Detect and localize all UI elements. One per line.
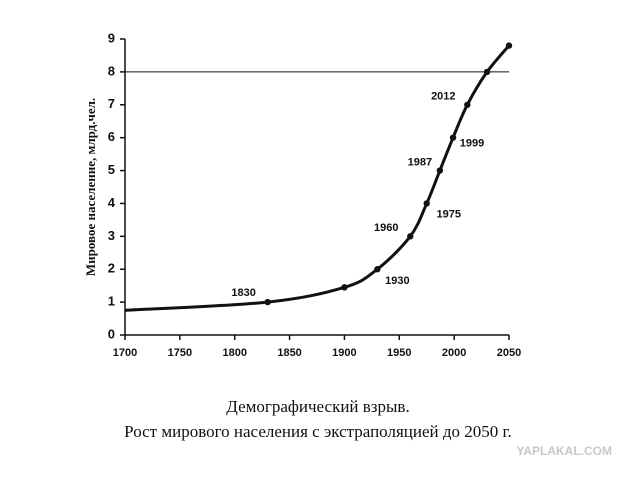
x-tick-label: 1950: [387, 347, 411, 359]
caption: Демографический взрыв.: [226, 397, 409, 416]
y-tick-label: 3: [108, 228, 115, 243]
point: [341, 284, 348, 291]
y-tick-label: 4: [108, 195, 116, 210]
caption: Рост мирового населения с экстраполяцией…: [124, 422, 512, 441]
y-tick-label: 8: [108, 63, 115, 78]
point-label: 1987: [408, 156, 432, 168]
y-tick-label: 1: [108, 294, 115, 309]
point-label: 1960: [374, 222, 398, 234]
point: [407, 233, 414, 240]
y-tick-label: 7: [108, 96, 115, 111]
x-tick-label: 1750: [168, 347, 192, 359]
point: [423, 200, 430, 207]
y-tick-label: 5: [108, 162, 115, 177]
x-tick-label: 1850: [277, 347, 301, 359]
point: [464, 101, 471, 108]
x-tick-label: 1700: [113, 347, 137, 359]
y-axis-title: Мировое население, млрд.чел.: [83, 98, 98, 276]
point: [483, 68, 491, 76]
x-tick-label: 1900: [332, 347, 356, 359]
point-label: 1930: [385, 275, 409, 287]
point-label: 1999: [460, 138, 484, 150]
x-tick-label: 2050: [497, 347, 521, 359]
y-tick-label: 0: [108, 326, 115, 341]
point-label: 1975: [436, 208, 460, 220]
point: [505, 42, 513, 49]
point: [264, 298, 271, 306]
watermark: YAPLAKAL.COM: [516, 444, 612, 458]
population-line: [124, 44, 511, 312]
x-tick-label: 2000: [442, 347, 466, 359]
point: [449, 134, 457, 141]
point: [436, 167, 444, 174]
x-tick-label: 1800: [222, 347, 246, 359]
point-label: 1830: [231, 287, 255, 299]
y-tick-label: 6: [108, 129, 115, 144]
y-tick-label: 2: [108, 261, 115, 276]
y-tick-label: 9: [108, 30, 115, 45]
point: [374, 266, 381, 273]
point-label: 2012: [431, 91, 455, 103]
